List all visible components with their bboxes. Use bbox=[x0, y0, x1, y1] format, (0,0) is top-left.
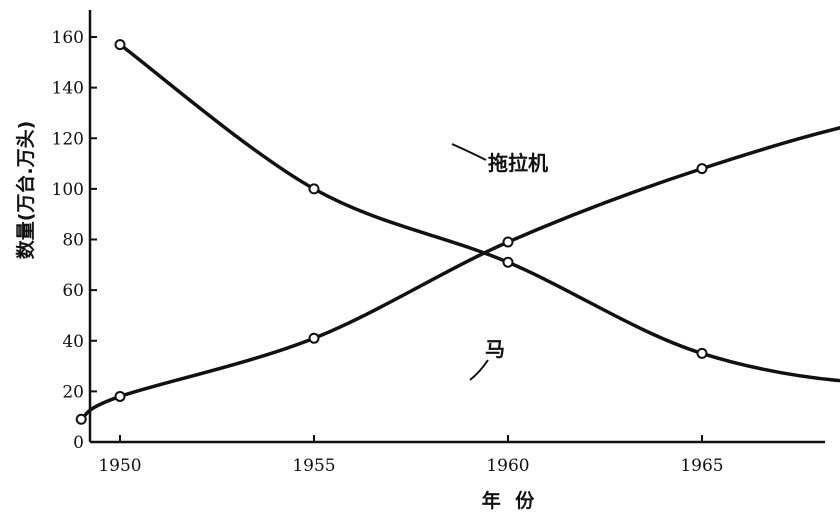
series-line-horse bbox=[118, 42, 840, 383]
series-label-horse: 马 bbox=[485, 337, 505, 361]
y-tick-label: 140 bbox=[52, 79, 84, 99]
series-line-tractor bbox=[79, 126, 840, 421]
data-point-horse bbox=[502, 256, 514, 268]
data-point-tractor bbox=[502, 236, 514, 248]
y-axis-ticks: 0 20 40 60 80 100 120 140 160 bbox=[52, 28, 97, 453]
data-point-tractor bbox=[114, 390, 126, 402]
data-point-horse bbox=[308, 183, 320, 195]
y-tick-label: 120 bbox=[52, 129, 84, 149]
x-tick-label: 1950 bbox=[98, 456, 141, 476]
data-point-tractor bbox=[75, 413, 87, 425]
x-tick-label: 1965 bbox=[680, 456, 723, 476]
series-label-leaders bbox=[451, 143, 489, 381]
x-axis-title: 年 份 bbox=[482, 489, 539, 512]
series-label-tractor: 拖拉机 bbox=[488, 151, 548, 175]
leader-line-horse bbox=[469, 359, 489, 381]
series-lines bbox=[79, 42, 840, 421]
y-tick-label: 160 bbox=[52, 28, 84, 48]
y-tick-label: 80 bbox=[62, 231, 84, 251]
data-point-horse bbox=[114, 39, 126, 51]
x-tick-label: 1955 bbox=[292, 456, 335, 476]
leader-line-tractor bbox=[451, 143, 487, 161]
series-markers bbox=[75, 39, 708, 425]
y-axis-title: 数量(万台.万头) bbox=[14, 121, 37, 260]
y-tick-label: 40 bbox=[62, 332, 84, 352]
y-tick-label: 100 bbox=[52, 180, 84, 200]
y-tick-label: 20 bbox=[62, 382, 84, 402]
y-tick-label: 60 bbox=[62, 281, 84, 301]
data-point-tractor bbox=[696, 163, 708, 175]
x-tick-label: 1960 bbox=[486, 456, 529, 476]
data-point-horse bbox=[696, 347, 708, 359]
y-tick-label: 0 bbox=[73, 433, 84, 453]
data-point-tractor bbox=[308, 332, 320, 344]
